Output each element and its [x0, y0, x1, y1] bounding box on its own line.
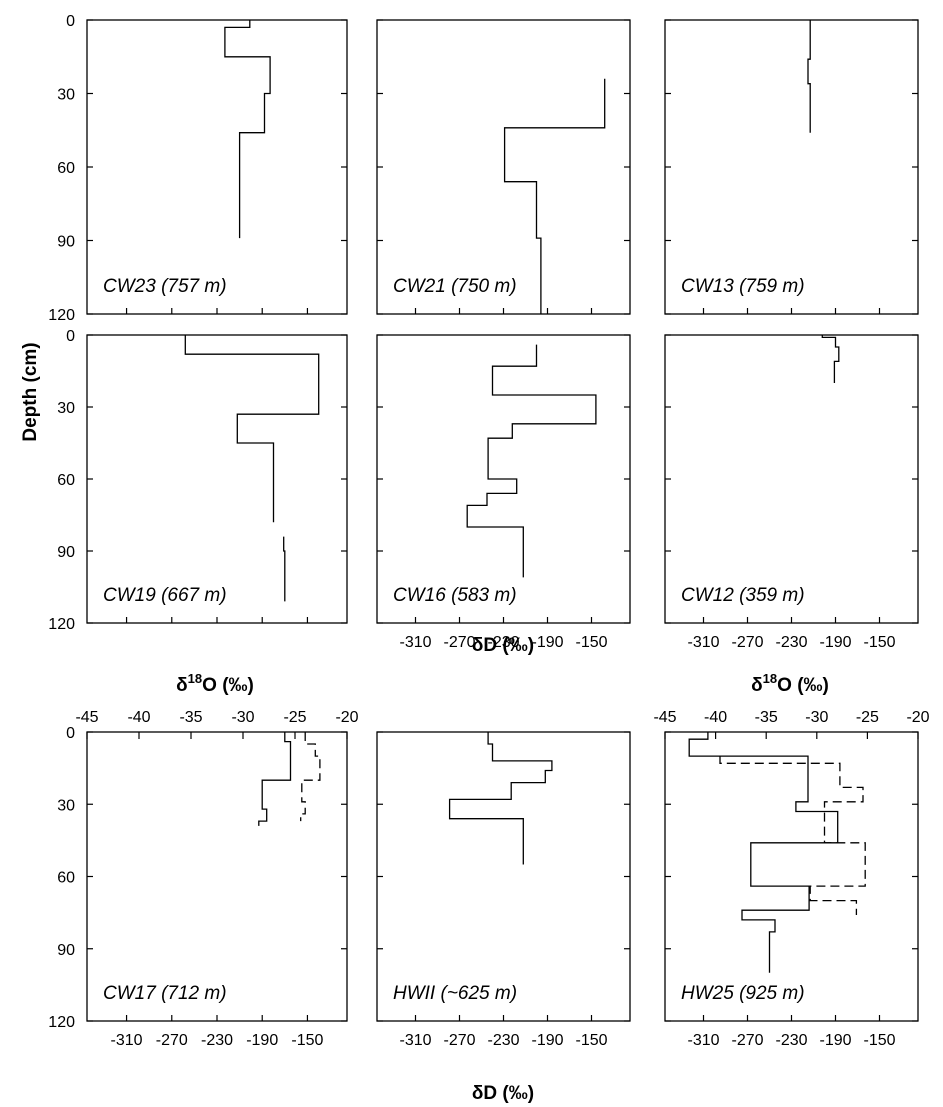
top-axis-title-left: δ18O (‰): [176, 671, 254, 696]
y-axis-title: Depth (cm): [20, 342, 41, 441]
panels: 0 30 60 90 120 CW23 (757 m) CW21 (750 m) CW13 (…: [48, 13, 929, 1049]
panel-7: 0 30 60 90 120 -310 -270 -230 -190 -150 -45 -40 -35 -…: [48, 709, 358, 1049]
panel-label: HWII (~625 m): [393, 983, 517, 1004]
profile-line: [807, 20, 811, 133]
profile-line: [224, 20, 271, 239]
top-tick-label: -35: [755, 709, 778, 726]
panel-4: 0 30 60 90 120 CW19 (667 m): [48, 328, 348, 633]
panel-6: -310 -270 -230 -190 -150 CW12 (359 m): [664, 334, 919, 651]
y-tick-label: 90: [57, 234, 75, 251]
panel-label: CW21 (750 m): [393, 276, 517, 297]
profile-line: [821, 335, 840, 383]
x-tick-label: -150: [291, 1032, 323, 1049]
x-tick-label: -270: [443, 1032, 475, 1049]
plot-frame: [664, 731, 919, 1022]
y-tick-label: 60: [57, 160, 75, 177]
y-tick-label: 60: [57, 870, 75, 887]
y-tick-label: 0: [66, 725, 75, 742]
panel-3: CW13 (759 m): [664, 19, 919, 315]
x-tick-label: -270: [156, 1032, 188, 1049]
top-axis-title-right: δ18O (‰): [751, 671, 829, 696]
y-tick-label: 30: [57, 87, 75, 104]
x-tick-label: -230: [775, 1032, 807, 1049]
x-tick-label: -190: [531, 1032, 563, 1049]
x-tick-label: -190: [531, 634, 563, 651]
top-tick-label: -20: [335, 709, 358, 726]
y-tick-label: 90: [57, 544, 75, 561]
panel-1: 0 30 60 90 120 CW23 (757 m): [48, 13, 348, 324]
x-tick-label: -270: [731, 634, 763, 651]
x-tick-label: -310: [399, 634, 431, 651]
top-tick-label: -45: [653, 709, 676, 726]
x-axis-title-lower: δD (‰): [472, 1083, 534, 1104]
panel-label: CW13 (759 m): [681, 276, 805, 297]
profile-line: [283, 536, 286, 602]
panel-label: CW23 (757 m): [103, 276, 227, 297]
x-tick-label: -270: [731, 1032, 763, 1049]
x-tick-label: -270: [443, 634, 475, 651]
x-tick-label: -150: [575, 634, 607, 651]
y-tick-label: 30: [57, 400, 75, 417]
plot-frame: [376, 731, 631, 1022]
top-tick-label: -40: [704, 709, 727, 726]
x-tick-label: -190: [819, 1032, 851, 1049]
panel-8: -310 -270 -230 -190 -150 HWII (~625 m): [376, 731, 631, 1049]
x-tick-label: -190: [819, 634, 851, 651]
x-tick-label: -230: [487, 634, 519, 651]
y-tick-label: 0: [66, 13, 75, 30]
profile-line: [184, 335, 320, 523]
top-tick-label: -30: [231, 709, 254, 726]
x-tick-label: -310: [399, 1032, 431, 1049]
x-tick-label: -310: [687, 1032, 719, 1049]
y-tick-label: 90: [57, 942, 75, 959]
y-tick-label: 120: [48, 1014, 75, 1031]
panel-label: CW19 (667 m): [103, 585, 227, 606]
y-tick-label: 60: [57, 472, 75, 489]
profile-line: [688, 732, 839, 973]
profile-line: [503, 78, 606, 314]
y-tick-label: 30: [57, 797, 75, 814]
panel-label: CW16 (583 m): [393, 585, 517, 606]
x-tick-label: -190: [246, 1032, 278, 1049]
panel-5: -310 -270 -230 -190 -150 CW16 (583 m): [376, 334, 631, 651]
y-tick-label: 0: [66, 328, 75, 345]
x-tick-label: -310: [111, 1032, 143, 1049]
x-axis-title-upper: δD (‰): [472, 635, 534, 656]
x-tick-label: -150: [863, 634, 895, 651]
top-tick-label: -25: [283, 709, 306, 726]
y-tick-label: 120: [48, 616, 75, 633]
x-tick-label: -230: [487, 1032, 519, 1049]
plot-frame: [376, 19, 631, 315]
profile-line: [448, 732, 553, 865]
profile-line: [258, 732, 292, 826]
plot-frame: [664, 334, 919, 624]
panel-label: CW17 (712 m): [103, 983, 227, 1004]
panel-2: CW21 (750 m): [376, 19, 631, 315]
top-tick-label: -40: [127, 709, 150, 726]
x-tick-label: -150: [575, 1032, 607, 1049]
y-tick-label: 120: [48, 307, 75, 324]
x-tick-label: -310: [687, 634, 719, 651]
top-tick-label: -25: [856, 709, 879, 726]
panel-9: -310 -270 -230 -190 -150 -45 -40 -35 -30 -25 -20 HW…: [653, 709, 929, 1049]
profile-line-dashed: [300, 732, 321, 822]
top-tick-label: -30: [805, 709, 828, 726]
top-tick-label: -45: [75, 709, 98, 726]
profile-line: [466, 344, 597, 578]
plot-frame: [664, 19, 919, 315]
panel-label: CW12 (359 m): [681, 585, 805, 606]
x-tick-label: -230: [775, 634, 807, 651]
plot-frame: [86, 334, 348, 624]
top-tick-label: -35: [179, 709, 202, 726]
x-tick-label: -150: [863, 1032, 895, 1049]
panel-label: HW25 (925 m): [681, 983, 805, 1004]
plot-frame: [86, 731, 348, 1022]
top-tick-label: -20: [906, 709, 929, 726]
profile-line-dashed: [719, 756, 866, 915]
x-tick-label: -230: [201, 1032, 233, 1049]
plot-frame: [86, 19, 348, 315]
